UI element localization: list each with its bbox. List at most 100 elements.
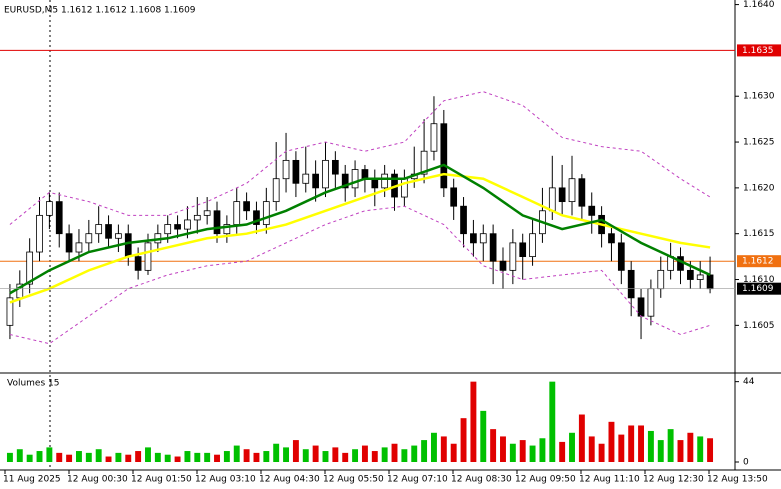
candle-body (608, 233, 615, 244)
volume-bar (302, 449, 309, 462)
volume-bar (431, 432, 437, 462)
volume-bar (638, 425, 644, 462)
candle-body (529, 233, 536, 258)
candle-body (174, 224, 181, 230)
volume-bar (243, 449, 250, 462)
candle-body (233, 201, 241, 225)
candle-body (499, 260, 507, 271)
x-tick-label: 12 Aug 13:50 (707, 475, 768, 485)
volume-bar (460, 418, 467, 462)
volume-bar (559, 441, 566, 462)
volume-bar (411, 445, 418, 462)
volume-bar (450, 443, 457, 462)
volume-bar (263, 451, 270, 462)
y-tick-label: 1.1620 (743, 183, 775, 193)
volume-bar (66, 454, 73, 462)
candle-body (6, 297, 14, 326)
candle-body (46, 201, 53, 216)
volume-bar (618, 434, 625, 462)
last-price-box (737, 282, 781, 295)
candle-body (519, 242, 527, 258)
candle-body (134, 256, 142, 271)
candle-body (381, 173, 389, 189)
volume-bar (76, 451, 82, 462)
volume-bar (95, 449, 102, 462)
volume-bar (687, 432, 694, 462)
volume-bar (223, 451, 230, 462)
candle-body (124, 233, 132, 258)
candle-body (144, 242, 152, 271)
candle-body (95, 224, 103, 235)
candle-body (637, 297, 645, 317)
volume-bar (145, 447, 151, 462)
level-label: 1.1635 (742, 46, 774, 56)
volume-bar (470, 381, 477, 462)
volume-bar (667, 429, 674, 462)
volume-bar (578, 414, 585, 462)
volume-bar (292, 440, 299, 462)
volume-bar (421, 440, 428, 462)
x-tick-label: 12 Aug 11:10 (579, 475, 640, 485)
volume-bar (509, 443, 516, 462)
candle-body (243, 201, 250, 212)
y-tick-label: 1.1630 (743, 92, 775, 102)
volume-bar (352, 449, 359, 462)
volume-bar (125, 454, 132, 462)
volume-bar (332, 447, 339, 462)
candle-body (479, 233, 487, 244)
volume-bar (135, 451, 142, 462)
volume-bar (539, 438, 546, 462)
candle-body (262, 201, 270, 225)
volume-bar (519, 440, 526, 462)
last-price-label: 1.1609 (742, 284, 774, 294)
volume-bar (56, 452, 63, 462)
volume-bar (480, 410, 487, 462)
volume-bar (598, 443, 605, 462)
volume-bar (657, 440, 664, 462)
x-tick-label: 12 Aug 07:10 (387, 475, 448, 485)
candle-body (272, 178, 280, 203)
volume-bar (194, 452, 201, 462)
indicator-line (9, 172, 711, 304)
y-tick-label: 1.1605 (743, 321, 775, 331)
volume-bar (16, 449, 23, 462)
level-box (737, 44, 781, 57)
candle-body (460, 205, 467, 235)
candle-body (440, 123, 448, 189)
volume-bar (154, 452, 161, 462)
volume-bar (529, 445, 536, 462)
volume-bar (312, 445, 319, 462)
x-tick-label: 12 Aug 04:30 (259, 475, 320, 485)
candle-body (193, 214, 201, 221)
volume-bar (677, 440, 684, 462)
candle-body (312, 173, 319, 189)
volume-bar (115, 452, 122, 462)
candle-body (75, 242, 83, 253)
volume-bar (214, 454, 220, 462)
volume-bar (401, 449, 408, 462)
volume-bar (371, 451, 378, 462)
indicator-line (9, 91, 711, 225)
candle-body (617, 242, 625, 271)
candle-body (588, 205, 596, 216)
candle-body (509, 242, 517, 271)
volume-bar (342, 452, 349, 462)
volume-bar (174, 456, 181, 462)
candle-body (26, 251, 34, 285)
volume-bar (164, 454, 171, 462)
candle-body (203, 210, 211, 216)
candle-body (164, 224, 172, 235)
volume-bar (273, 443, 280, 462)
chart-title: EURUSD,M5 1.1612 1.1612 1.1608 1.1609 (4, 6, 196, 16)
x-tick-label: 12 Aug 08:30 (451, 475, 512, 485)
candle-body (213, 210, 221, 235)
candle-body (578, 178, 586, 207)
candle-body (548, 187, 556, 212)
candle-body (105, 224, 112, 239)
volume-bar (628, 425, 635, 462)
candle-body (253, 210, 260, 225)
volume-bar (381, 447, 388, 462)
volume-bar (697, 436, 704, 462)
indicator-line (9, 163, 711, 295)
x-tick-label: 12 Aug 09:50 (515, 475, 576, 485)
